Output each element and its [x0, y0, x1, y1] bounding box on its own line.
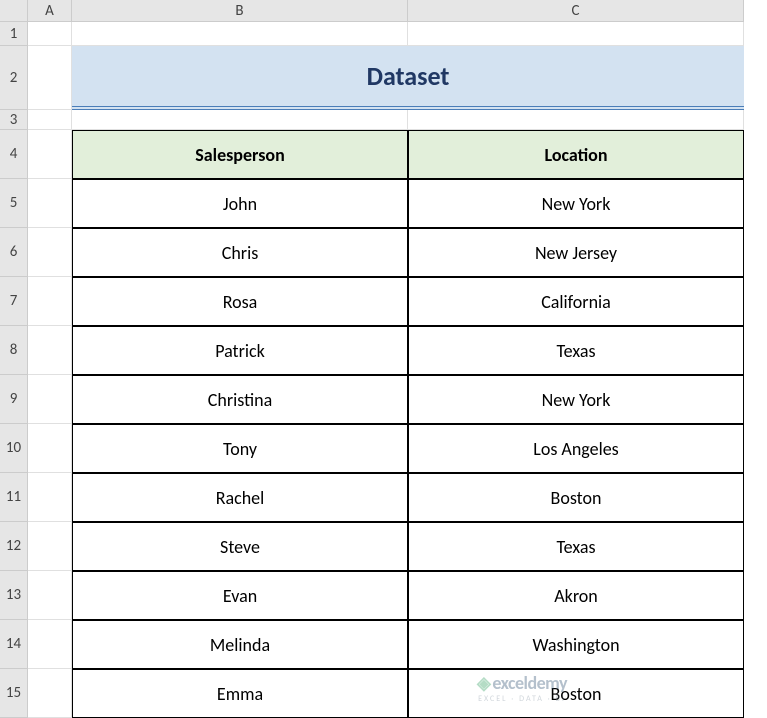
cell-b1[interactable] [72, 22, 408, 46]
row-header-5[interactable]: 5 [0, 179, 28, 228]
cell-salesperson[interactable]: Steve [72, 522, 408, 571]
cell-location[interactable]: New York [408, 375, 744, 424]
row-header-13[interactable]: 13 [0, 571, 28, 620]
row-header-12[interactable]: 12 [0, 522, 28, 571]
cell-a3[interactable] [28, 110, 72, 130]
cell-a4[interactable] [28, 130, 72, 179]
cell-a13[interactable] [28, 571, 72, 620]
cell-salesperson[interactable]: Melinda [72, 620, 408, 669]
select-all-corner[interactable] [0, 0, 28, 22]
cell-salesperson[interactable]: Rosa [72, 277, 408, 326]
cell-salesperson[interactable]: Evan [72, 571, 408, 620]
row-header-4[interactable]: 4 [0, 130, 28, 179]
cell-a6[interactable] [28, 228, 72, 277]
cell-salesperson[interactable]: Rachel [72, 473, 408, 522]
row-header-8[interactable]: 8 [0, 326, 28, 375]
row-header-15[interactable]: 15 [0, 669, 28, 718]
cell-a11[interactable] [28, 473, 72, 522]
cell-location[interactable]: Texas [408, 522, 744, 571]
dataset-title[interactable]: Dataset [72, 46, 744, 110]
cell-salesperson[interactable]: Chris [72, 228, 408, 277]
cell-salesperson[interactable]: Emma [72, 669, 408, 718]
row-header-9[interactable]: 9 [0, 375, 28, 424]
col-header-b[interactable]: B [72, 0, 408, 22]
cell-salesperson[interactable]: John [72, 179, 408, 228]
row-header-10[interactable]: 10 [0, 424, 28, 473]
row-header-1[interactable]: 1 [0, 22, 28, 46]
cell-location[interactable]: Boston [408, 473, 744, 522]
col-header-c[interactable]: C [408, 0, 744, 22]
cell-location[interactable]: New Jersey [408, 228, 744, 277]
row-header-14[interactable]: 14 [0, 620, 28, 669]
cell-salesperson[interactable]: Patrick [72, 326, 408, 375]
col-header-a[interactable]: A [28, 0, 72, 22]
cell-a14[interactable] [28, 620, 72, 669]
cell-location[interactable]: New York [408, 179, 744, 228]
cell-location[interactable]: Los Angeles [408, 424, 744, 473]
row-header-2[interactable]: 2 [0, 46, 28, 110]
row-header-7[interactable]: 7 [0, 277, 28, 326]
spreadsheet-grid: A B C 1 2 Dataset 3 4 Salesperson Locati… [0, 0, 767, 718]
cell-location[interactable]: California [408, 277, 744, 326]
row-header-11[interactable]: 11 [0, 473, 28, 522]
cell-location[interactable]: Boston [408, 669, 744, 718]
cell-a8[interactable] [28, 326, 72, 375]
cell-b3[interactable] [72, 110, 408, 130]
cell-a9[interactable] [28, 375, 72, 424]
cell-salesperson[interactable]: Tony [72, 424, 408, 473]
cell-a1[interactable] [28, 22, 72, 46]
row-header-6[interactable]: 6 [0, 228, 28, 277]
cell-c3[interactable] [408, 110, 744, 130]
table-header-location[interactable]: Location [408, 130, 744, 179]
cell-a2[interactable] [28, 46, 72, 110]
cell-a10[interactable] [28, 424, 72, 473]
cell-location[interactable]: Washington [408, 620, 744, 669]
cell-c1[interactable] [408, 22, 744, 46]
cell-location[interactable]: Akron [408, 571, 744, 620]
table-header-salesperson[interactable]: Salesperson [72, 130, 408, 179]
cell-salesperson[interactable]: Christina [72, 375, 408, 424]
cell-a5[interactable] [28, 179, 72, 228]
cell-a12[interactable] [28, 522, 72, 571]
cell-a7[interactable] [28, 277, 72, 326]
cell-location[interactable]: Texas [408, 326, 744, 375]
row-header-3[interactable]: 3 [0, 110, 28, 130]
cell-a15[interactable] [28, 669, 72, 718]
